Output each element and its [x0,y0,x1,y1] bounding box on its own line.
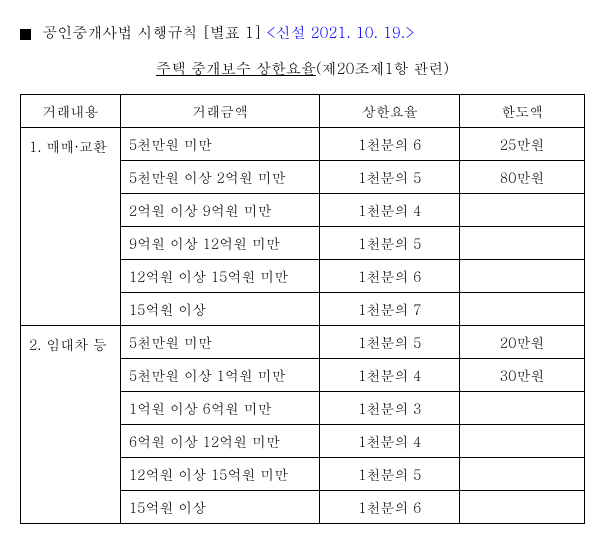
cell-rate: 1천분의 5 [320,326,460,359]
cell-rate: 1천분의 6 [320,491,460,524]
header-category: 거래내용 [21,95,121,128]
cell-limit [460,491,585,524]
cell-amount: 5천만원 이상 1억원 미만 [120,359,320,392]
cell-limit [460,227,585,260]
cell-rate: 1천분의 7 [320,293,460,326]
table-row: 1. 매매·교환 5천만원 미만 1천분의 6 25만원 [21,128,585,161]
cell-rate: 1천분의 6 [320,260,460,293]
table-header-row: 거래내용 거래금액 상한요율 한도액 [21,95,585,128]
cell-limit [460,392,585,425]
cell-limit: 30만원 [460,359,585,392]
subtitle-paren: (제20조제1항 관련) [316,58,449,79]
cell-rate: 1천분의 4 [320,425,460,458]
cell-rate: 1천분의 4 [320,359,460,392]
header-prefix: 공인중개사법 시행규칙 [별표 1] [42,22,261,43]
cell-category: 2. 임대차 등 [21,326,121,524]
cell-amount: 5천만원 미만 [120,326,320,359]
cell-limit [460,458,585,491]
cell-amount: 5천만원 미만 [120,128,320,161]
cell-amount: 9억원 이상 12억원 미만 [120,227,320,260]
cell-rate: 1천분의 4 [320,194,460,227]
cell-limit [460,260,585,293]
cell-limit: 80만원 [460,161,585,194]
cell-rate: 1천분의 6 [320,128,460,161]
table-body: 1. 매매·교환 5천만원 미만 1천분의 6 25만원 5천만원 이상 2억원… [21,128,585,524]
header-limit: 한도액 [460,95,585,128]
fee-table: 거래내용 거래금액 상한요율 한도액 1. 매매·교환 5천만원 미만 1천분의… [20,94,585,524]
cell-amount: 5천만원 이상 2억원 미만 [120,161,320,194]
document-subtitle: 주택 중개보수 상한요율(제20조제1항 관련) [20,58,585,79]
subtitle-main: 주택 중개보수 상한요율 [156,58,316,79]
cell-amount: 2억원 이상 9억원 미만 [120,194,320,227]
header-amount: 거래금액 [120,95,320,128]
cell-rate: 1천분의 5 [320,161,460,194]
header-title: 공인중개사법 시행규칙 [별표 1] <신설 2021. 10. 19.> [42,22,414,43]
cell-limit [460,293,585,326]
table-row: 2. 임대차 등 5천만원 미만 1천분의 5 20만원 [21,326,585,359]
cell-amount: 15억원 이상 [120,491,320,524]
cell-amount: 1억원 이상 6억원 미만 [120,392,320,425]
cell-amount: 12억원 이상 15억원 미만 [120,458,320,491]
cell-category: 1. 매매·교환 [21,128,121,326]
cell-amount: 15억원 이상 [120,293,320,326]
cell-amount: 6억원 이상 12억원 미만 [120,425,320,458]
cell-rate: 1천분의 5 [320,458,460,491]
cell-limit: 25만원 [460,128,585,161]
cell-amount: 12억원 이상 15억원 미만 [120,260,320,293]
cell-limit [460,425,585,458]
cell-limit: 20만원 [460,326,585,359]
bullet-square-icon [20,29,31,40]
cell-rate: 1천분의 3 [320,392,460,425]
cell-limit [460,194,585,227]
header-rate: 상한요율 [320,95,460,128]
header-new-text: <신설 2021. 10. 19.> [266,22,414,43]
document-header: 공인중개사법 시행규칙 [별표 1] <신설 2021. 10. 19.> [20,20,585,43]
cell-rate: 1천분의 5 [320,227,460,260]
